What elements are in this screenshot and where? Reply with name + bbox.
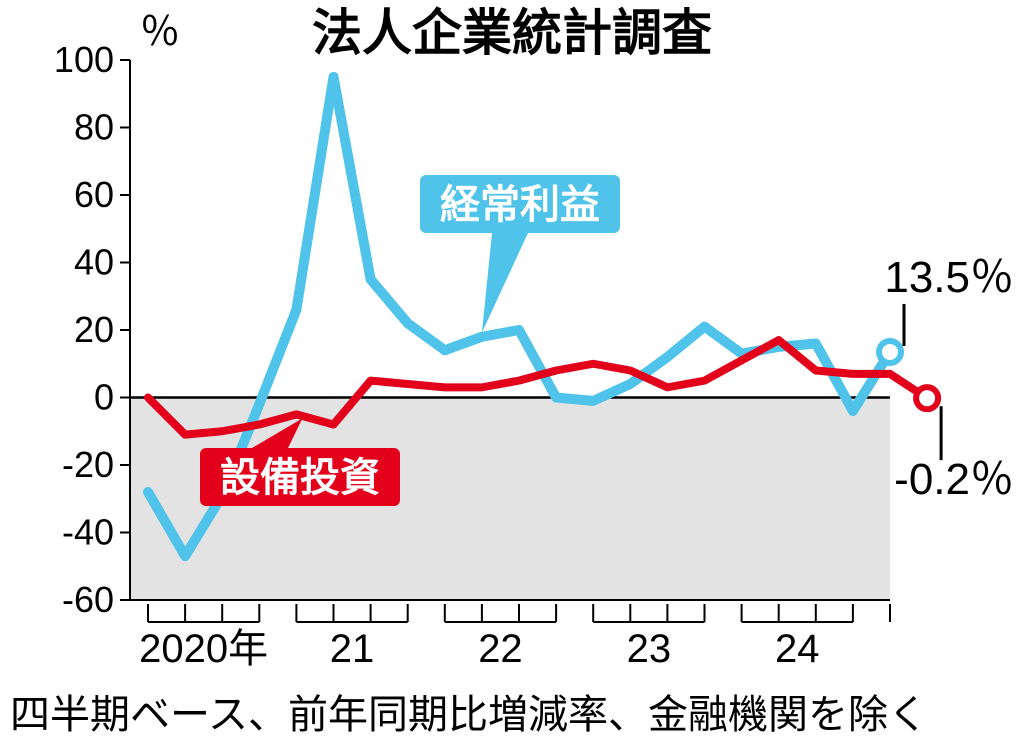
y-tick-label: 0: [94, 377, 114, 418]
y-tick-label: 20: [74, 309, 114, 350]
y-tick-label: -40: [62, 512, 114, 553]
y-tick-label: -60: [62, 579, 114, 620]
callout-value-ordinary-profit: 13.5％: [884, 253, 1014, 302]
x-year-label: 24: [775, 627, 820, 671]
series-label-text-capex: 設備投資: [220, 456, 380, 500]
x-year-label: 22: [478, 627, 523, 671]
y-tick-label: 100: [54, 39, 114, 80]
y-tick-label: 80: [74, 107, 114, 148]
chart-footnote: 四半期ベース、前年同期比増減率、金融機関を除く: [10, 693, 928, 737]
chart-title: 法人企業統計調査: [312, 5, 712, 61]
series-label-pointer-ordinary_profit: [482, 233, 528, 333]
series-end-marker-capex: [916, 387, 938, 409]
callout-value-capex: -0.2％: [894, 455, 1014, 504]
y-tick-label: -20: [62, 444, 114, 485]
y-axis-unit: ％: [140, 10, 180, 54]
chart-svg: ％ 法人企業統計調査 -60 -40 -20 0 20 40 60 80 100 2020年 21 22 2…: [0, 0, 1024, 740]
y-tick-label: 60: [74, 174, 114, 215]
series-label-text-ordinary_profit: 経常利益: [440, 183, 600, 227]
y-tick-label: 40: [74, 242, 114, 283]
x-year-label: 23: [627, 627, 672, 671]
series-end-marker-ordinary_profit: [879, 341, 901, 363]
chart-container: ％ 法人企業統計調査 -60 -40 -20 0 20 40 60 80 100 2020年 21 22 2…: [0, 0, 1024, 740]
x-year-label: 2020年: [139, 627, 268, 671]
x-year-label: 21: [330, 627, 375, 671]
